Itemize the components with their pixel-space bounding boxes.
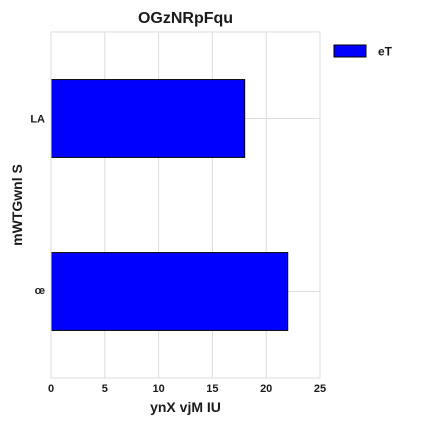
x-tick-label: 10 [152,383,164,395]
legend-swatch-et [333,44,367,58]
x-tick-label: 25 [314,383,326,395]
bars [50,79,289,331]
y-category-label: LA [30,114,45,126]
legend: eT [333,44,393,59]
legend-label-et: eT [378,45,393,59]
x-tick-label: 0 [48,383,54,395]
y-axis-label: mWTGwnl S [9,164,25,246]
bar-1 [50,252,289,331]
x-tick-label: 20 [260,383,272,395]
x-tick-label: 5 [102,383,108,395]
y-axis-categories: LA œ [30,114,45,298]
x-tick-label: 15 [206,383,218,395]
x-axis-ticks: 0 5 10 15 20 25 [48,383,326,395]
x-axis-label: ynX vjM IU [150,399,221,415]
y-category-label: œ [35,285,46,297]
chart-title: OGzNRpFqu [138,10,233,27]
plot-frame [50,31,321,379]
bar-0 [50,79,246,158]
